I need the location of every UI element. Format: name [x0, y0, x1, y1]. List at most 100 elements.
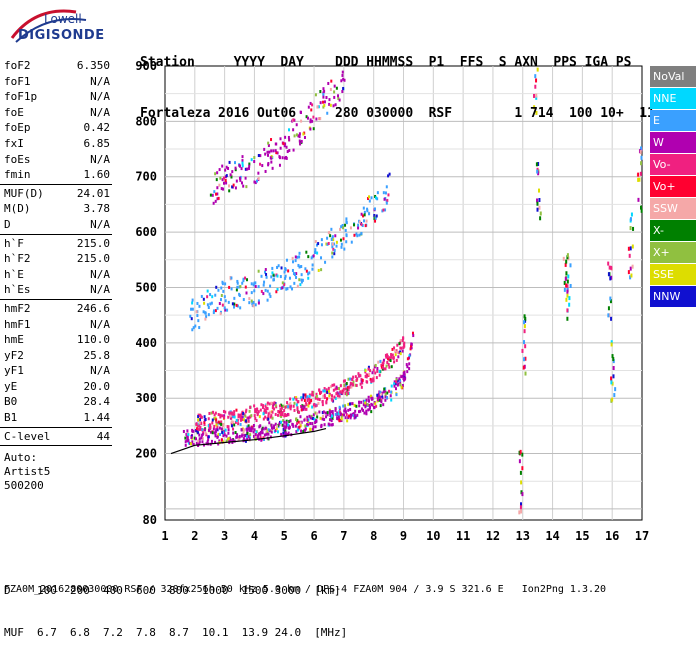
echo-mark: [234, 168, 237, 172]
echo-mark: [272, 404, 275, 408]
echo-mark: [224, 299, 227, 303]
echo-mark: [294, 424, 297, 428]
interference-mark: [535, 95, 538, 100]
echo-mark: [198, 442, 201, 446]
echo-mark: [360, 385, 363, 389]
echo-mark: [325, 400, 328, 404]
echo-mark: [198, 424, 201, 428]
echo-mark: [387, 193, 390, 197]
echo-mark: [232, 427, 235, 431]
echo-mark: [343, 383, 346, 387]
echo-mark: [282, 427, 285, 431]
echo-mark: [337, 94, 340, 98]
echo-mark: [254, 285, 257, 289]
echo-mark: [311, 263, 314, 267]
echo-mark: [370, 196, 373, 200]
echo-mark: [350, 413, 353, 417]
param-label: B1: [4, 411, 18, 425]
echo-mark: [380, 365, 383, 369]
echo-mark: [355, 232, 358, 236]
echo-mark: [381, 361, 384, 365]
interference-mark: [566, 293, 569, 298]
x-tick-label: 10: [426, 529, 440, 543]
echo-mark: [282, 424, 285, 428]
echo-mark: [365, 373, 368, 377]
echo-mark: [313, 402, 316, 406]
interference-mark: [568, 302, 571, 307]
echo-mark: [244, 285, 247, 289]
param-value: 3.78: [83, 202, 111, 216]
interference-mark: [637, 197, 640, 202]
echo-mark: [281, 413, 284, 417]
echo-mark: [207, 435, 210, 439]
echo-mark: [270, 275, 273, 279]
param-label: M(D): [4, 202, 31, 216]
echo-mark: [345, 217, 348, 221]
echo-mark: [309, 421, 312, 425]
echo-mark: [349, 381, 352, 385]
echo-mark: [382, 208, 385, 212]
echo-mark: [266, 428, 269, 432]
echo-mark: [240, 418, 243, 422]
echo-mark: [246, 429, 249, 433]
echo-mark: [274, 412, 277, 416]
echo-mark: [227, 300, 230, 304]
echo-mark: [198, 421, 201, 425]
echo-mark: [353, 223, 356, 227]
echo-mark: [315, 412, 318, 416]
echo-mark: [239, 418, 242, 422]
param-value: 215.0: [76, 252, 110, 266]
interference-mark: [640, 146, 643, 151]
header-value-3: 280: [335, 106, 359, 121]
echo-mark: [232, 431, 235, 435]
echo-mark: [300, 139, 303, 143]
interference-mark: [612, 357, 615, 362]
echo-mark: [328, 409, 331, 413]
param-row: yF2 25.8: [0, 348, 112, 364]
header-label-11: PS: [615, 55, 632, 70]
echo-mark: [226, 425, 229, 429]
echo-mark: [251, 302, 254, 306]
echo-mark: [358, 400, 361, 404]
echo-mark: [333, 248, 336, 252]
echo-mark: [276, 288, 279, 292]
echo-mark: [212, 201, 215, 205]
echo-mark: [257, 434, 260, 438]
echo-mark: [288, 276, 291, 280]
echo-mark: [186, 436, 189, 440]
echo-mark: [240, 167, 243, 171]
param-label: h`E: [4, 267, 24, 281]
echo-mark: [270, 160, 273, 164]
interference-mark: [518, 450, 521, 455]
echo-mark: [403, 373, 406, 377]
echo-mark: [216, 435, 219, 439]
echo-mark: [342, 387, 345, 391]
echo-mark: [369, 377, 372, 381]
echo-mark: [256, 411, 259, 415]
echo-mark: [264, 152, 267, 156]
echo-mark: [283, 409, 286, 413]
interference-mark: [523, 320, 526, 325]
echo-mark: [191, 301, 194, 305]
param-value: N/A: [90, 152, 110, 166]
echo-mark: [387, 174, 390, 178]
echo-mark: [248, 428, 251, 432]
echo-mark: [343, 379, 346, 383]
echo-mark: [395, 358, 398, 362]
echo-mark: [197, 424, 200, 428]
header-label-4: HHMMSS: [366, 55, 414, 70]
echo-mark: [305, 402, 308, 406]
interference-mark: [523, 340, 526, 345]
echo-mark: [354, 415, 357, 419]
echo-mark: [399, 380, 402, 384]
echo-mark: [280, 286, 283, 290]
station-header: Station YYYY DAY DDD HHMMSS P1 FFS S AXN PPS IGA PS…: [140, 20, 655, 139]
legend-item-sse: SSE: [650, 264, 696, 285]
echo-mark: [377, 392, 380, 396]
echo-mark: [347, 377, 350, 381]
echo-mark: [337, 96, 340, 100]
echo-mark: [241, 415, 244, 419]
echo-mark: [284, 142, 287, 146]
echo-mark: [355, 378, 358, 382]
header-label-2: DAY: [280, 55, 304, 70]
